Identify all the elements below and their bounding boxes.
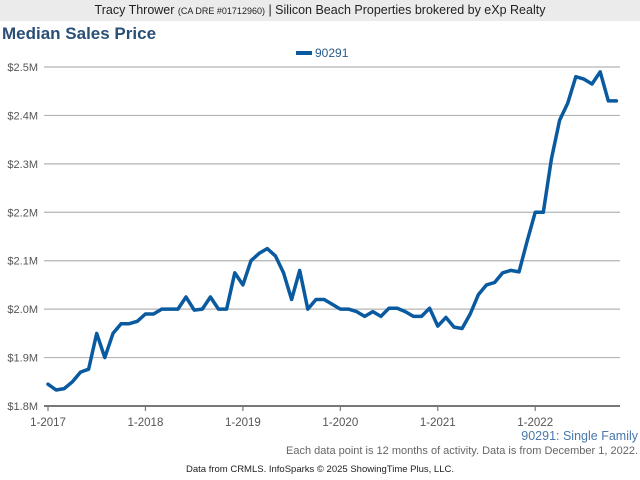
series-line-90291 xyxy=(46,70,619,392)
x-tick-label: 1-2022 xyxy=(517,417,553,429)
y-tick-label: $2.2M xyxy=(7,207,38,219)
x-tick-label: 1-2017 xyxy=(30,417,66,429)
y-tick-label: $2.5M xyxy=(7,62,38,74)
x-tick-label: 1-2018 xyxy=(128,417,164,429)
chart-title: Median Sales Price xyxy=(2,24,157,43)
brokerage: | Silicon Beach Properties brokered by e… xyxy=(268,3,546,17)
legend-swatch xyxy=(296,51,312,55)
y-tick-label: $1.9M xyxy=(7,353,38,365)
x-tick-label: 1-2020 xyxy=(322,417,358,429)
y-tick-label: $2.0M xyxy=(7,304,38,316)
agent-name: Tracy Thrower xyxy=(94,3,175,17)
x-tick-label: 1-2019 xyxy=(225,417,261,429)
y-tick-label: $1.8M xyxy=(7,401,38,413)
y-tick-label: $2.1M xyxy=(7,256,38,268)
x-tick-label: 1-2021 xyxy=(420,417,456,429)
data-source: Data from CRMLS. InfoSparks © 2025 Showi… xyxy=(185,464,454,475)
legend-label: 90291 xyxy=(315,46,349,60)
data-note: Each data point is 12 months of activity… xyxy=(286,445,638,457)
series-subtitle: 90291: Single Family xyxy=(521,429,638,443)
license-number: (CA DRE #01712960) xyxy=(177,6,265,16)
y-tick-label: $2.3M xyxy=(7,159,38,171)
y-tick-label: $2.4M xyxy=(7,110,38,122)
header-bar: Tracy Thrower (CA DRE #01712960) | Silic… xyxy=(0,0,640,21)
